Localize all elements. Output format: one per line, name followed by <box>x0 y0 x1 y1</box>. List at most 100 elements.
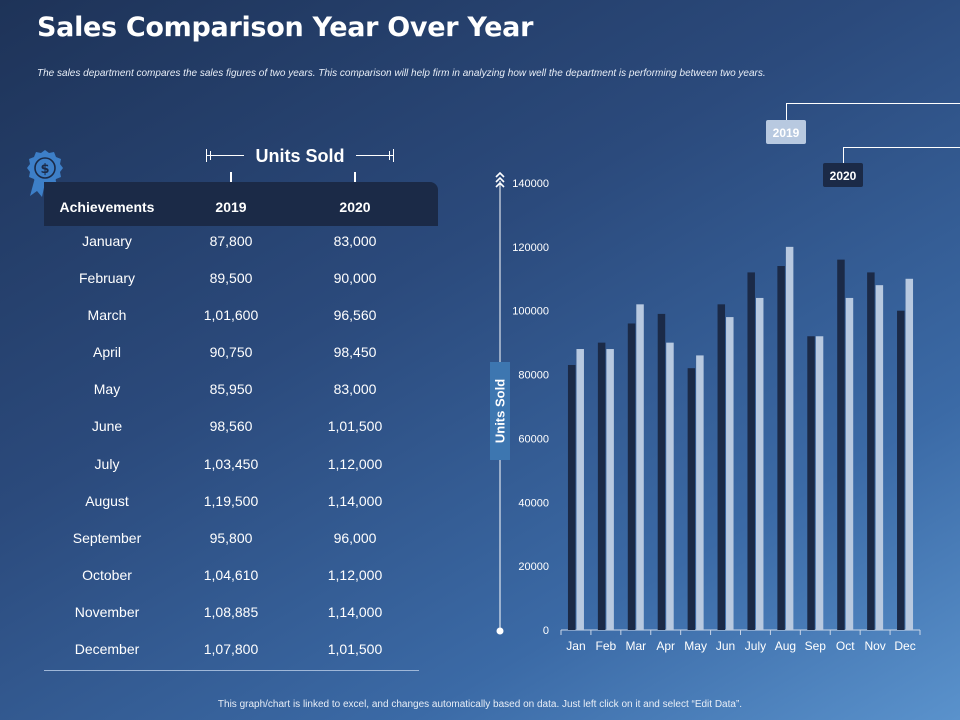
page-subtitle: The sales department compares the sales … <box>37 68 766 79</box>
table-row: October 1,04,610 1,12,000 <box>44 560 438 597</box>
axis-chevron-icon <box>495 171 505 178</box>
value-2020-cell: 83,000 <box>333 381 377 398</box>
bar-2020-oct <box>837 259 845 630</box>
x-tick-label: Jun <box>716 639 735 653</box>
bar-2019-aug <box>785 246 794 630</box>
x-tick-label: Feb <box>596 639 617 653</box>
x-tick-label: Aug <box>775 639 796 653</box>
value-2019-cell: 1,19,500 <box>203 492 259 509</box>
page-title: Sales Comparison Year Over Year <box>37 12 534 43</box>
bar-2019-jun <box>726 317 734 630</box>
bar-2020-aug <box>777 266 785 630</box>
x-tick-label: Jan <box>566 639 585 653</box>
value-2019-cell: 1,08,885 <box>203 603 259 620</box>
column-header-achievements: Achievements <box>59 199 155 215</box>
bar-2020-sep <box>807 336 815 630</box>
bar-2019-may <box>696 355 704 630</box>
table-row: January 87,800 83,000 <box>44 226 438 263</box>
table-row: April 90,750 98,450 <box>44 337 438 374</box>
bar-2020-apr <box>657 313 666 630</box>
value-2020-cell: 83,000 <box>333 233 377 249</box>
bar-2019-apr <box>666 342 674 630</box>
table-row: March 1,01,600 96,560 <box>44 300 438 337</box>
value-2019-cell: 98,560 <box>209 418 253 435</box>
bar-2019-feb <box>606 349 614 630</box>
month-cell: July <box>94 455 120 472</box>
bar-2020-mar <box>627 323 636 630</box>
value-2019-cell: 1,07,800 <box>203 641 259 658</box>
month-cell: October <box>82 566 132 583</box>
bar-2020-may <box>687 368 696 630</box>
month-cell: December <box>74 641 140 658</box>
bar-2019-oct <box>845 297 854 630</box>
month-cell: March <box>87 307 127 324</box>
table-row: September 95,800 96,000 <box>44 523 438 560</box>
units-sold-header: Units Sold <box>204 144 396 168</box>
table-row: June 98,560 1,01,500 <box>44 411 438 448</box>
axis-chevron-icon <box>495 176 505 183</box>
x-tick-label: Apr <box>656 639 675 653</box>
table-bottom-divider <box>44 670 419 671</box>
month-cell: February <box>78 270 136 287</box>
legend-line-2020-drop <box>843 147 844 163</box>
month-cell: August <box>85 492 129 509</box>
value-2020-cell: 1,01,500 <box>327 418 383 435</box>
x-tick-label: Dec <box>894 639 915 653</box>
month-cell: September <box>72 529 142 546</box>
y-tick-label: 60000 <box>518 433 549 445</box>
y-tick-label: 80000 <box>518 370 549 382</box>
x-tick-label: Nov <box>864 639 885 653</box>
x-tick-label: July <box>745 639 766 653</box>
y-axis-end-dot <box>496 627 504 635</box>
y-tick-label: 140000 <box>512 178 549 190</box>
bar-2019-sep <box>815 336 824 630</box>
bar-2020-feb <box>597 342 606 630</box>
month-cell: November <box>74 603 140 620</box>
legend-2020: 2020 <box>823 163 863 187</box>
value-2020-cell: 1,14,000 <box>327 492 383 509</box>
value-2020-cell: 96,560 <box>333 307 377 324</box>
bar-2020-jun <box>717 304 726 630</box>
bar-2019-nov <box>875 285 884 630</box>
value-2019-cell: 1,03,450 <box>203 455 259 472</box>
value-2019-cell: 1,04,610 <box>203 566 259 583</box>
y-axis-title: Units Sold <box>492 378 508 444</box>
x-tick-label: Oct <box>836 639 855 653</box>
value-2019-cell: 1,01,600 <box>203 307 259 324</box>
value-2019-cell: 90,750 <box>209 344 253 361</box>
y-axis-title-box: Units Sold <box>490 362 510 460</box>
legend-line-2020 <box>843 147 960 148</box>
table-row: May 85,950 83,000 <box>44 374 438 411</box>
units-sold-label: Units Sold <box>255 146 345 166</box>
table-row: August 1,19,500 1,14,000 <box>44 486 438 523</box>
svg-text:$: $ <box>40 162 49 177</box>
bar-2019-dec <box>905 278 914 630</box>
bar-2019-jan <box>576 349 584 630</box>
legend-2019: 2019 <box>766 120 806 144</box>
column-header-2020: 2020 <box>339 199 371 215</box>
month-cell: June <box>91 418 123 435</box>
value-2020-cell: 1,01,500 <box>327 641 383 658</box>
y-tick-label: 120000 <box>512 242 549 254</box>
bar-2020-jan <box>567 364 576 630</box>
value-2020-cell: 96,000 <box>333 529 377 546</box>
table-body: January 87,800 83,000 February 89,500 90… <box>44 226 438 671</box>
table-header: Achievements 2019 2020 <box>44 182 438 226</box>
y-tick-label: 0 <box>543 625 549 637</box>
table-row: November 1,08,885 1,14,000 <box>44 597 438 634</box>
value-2020-cell: 1,12,000 <box>327 455 383 472</box>
x-tick-label: Sep <box>805 639 827 653</box>
x-tick-label: May <box>684 639 707 653</box>
bar-2019-mar <box>636 304 644 630</box>
x-tick-label: Mar <box>625 639 646 653</box>
month-cell: January <box>82 233 132 249</box>
bar-2019-july <box>755 297 764 630</box>
bar-chart: 0 20000 40000 60000 80000 100000 120000 140000 J… <box>495 171 921 653</box>
y-tick-label: 40000 <box>518 497 549 509</box>
value-2019-cell: 87,800 <box>209 233 253 249</box>
table-row: February 89,500 90,000 <box>44 263 438 300</box>
value-2020-cell: 98,450 <box>333 344 377 361</box>
bar-2020-nov <box>867 272 875 630</box>
table-row: July 1,03,450 1,12,000 <box>44 449 438 486</box>
value-2019-cell: 89,500 <box>209 270 253 287</box>
